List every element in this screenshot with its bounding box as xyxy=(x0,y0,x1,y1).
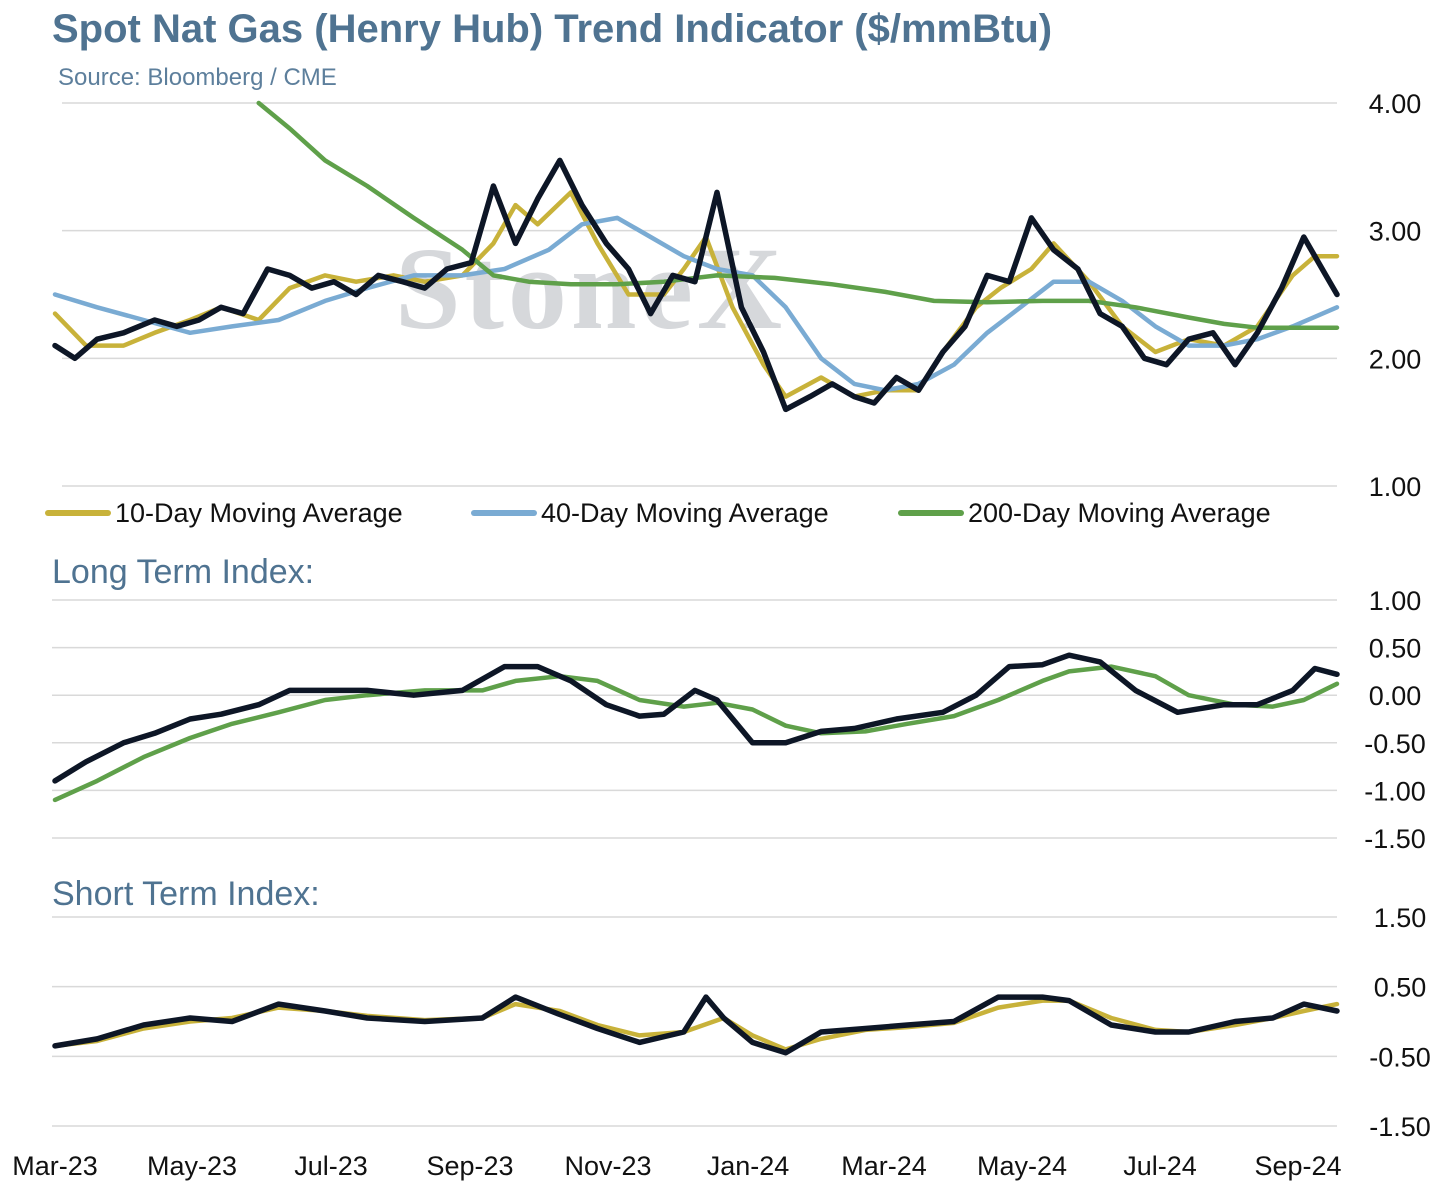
price-panel-y-tick: 2.00 xyxy=(1369,344,1422,374)
long-term-panel-y-tick: 0.50 xyxy=(1369,634,1422,664)
short-term-panel-y-tick: 0.50 xyxy=(1374,973,1427,1003)
x-axis-label: May-24 xyxy=(977,1151,1067,1181)
x-axis-label: Nov-23 xyxy=(564,1151,651,1181)
long-term-panel-y-tick: 1.00 xyxy=(1369,586,1422,616)
x-axis-label: Jan-24 xyxy=(707,1151,790,1181)
chart-title: Spot Nat Gas (Henry Hub) Trend Indicator… xyxy=(52,7,1052,51)
long-term-index-title: Long Term Index: xyxy=(52,553,314,591)
long-term-panel-price-line xyxy=(52,652,1340,784)
long-term-panel-y-tick: -1.50 xyxy=(1364,824,1426,854)
price-panel-y-tick: 1.00 xyxy=(1369,472,1422,502)
x-axis-label: Jul-23 xyxy=(294,1151,368,1181)
x-axis-label: May-23 xyxy=(147,1151,237,1181)
long-term-panel-y-tick: 0.00 xyxy=(1369,681,1422,711)
x-axis-label: Mar-24 xyxy=(841,1151,927,1181)
price-panel-y-tick: 4.00 xyxy=(1369,89,1422,119)
long-term-panel-y-tick: -0.50 xyxy=(1364,729,1426,759)
short-term-panel-y-tick: -1.50 xyxy=(1369,1112,1431,1142)
x-axis-label: Mar-23 xyxy=(12,1151,98,1181)
x-axis-label: Sep-23 xyxy=(426,1151,513,1181)
legend: 10-Day Moving Average 40-Day Moving Avera… xyxy=(45,498,1271,528)
gridlines xyxy=(52,102,1337,1127)
short-term-panel-y-tick: 1.50 xyxy=(1374,903,1427,933)
series-lines xyxy=(52,100,1340,1056)
x-axis-label: Jul-24 xyxy=(1123,1151,1197,1181)
x-axis-label: Sep-24 xyxy=(1254,1151,1341,1181)
chart-subtitle: Source: Bloomberg / CME xyxy=(58,64,337,91)
stonex-watermark: StoneX xyxy=(395,223,786,354)
axis-ticks: 1.00 2.00 3.00 4.00 -1.50 -1.00 -0.50 0.00 0.50 1… xyxy=(12,89,1431,1181)
long-term-panel-ma200-line xyxy=(52,664,1340,803)
legend-label-ma10: 10-Day Moving Average xyxy=(115,498,403,528)
legend-label-ma200: 200-Day Moving Average xyxy=(968,498,1271,528)
short-term-index-title: Short Term Index: xyxy=(52,875,320,913)
long-term-panel-y-tick: -1.00 xyxy=(1364,776,1426,806)
price-panel-ma200-line xyxy=(256,100,1340,330)
legend-label-ma40: 40-Day Moving Average xyxy=(541,498,829,528)
price-panel-price-line xyxy=(52,157,1340,413)
short-term-panel-price-line xyxy=(52,994,1340,1056)
short-term-panel-y-tick: -0.50 xyxy=(1369,1042,1431,1072)
price-panel-y-tick: 3.00 xyxy=(1369,217,1422,247)
